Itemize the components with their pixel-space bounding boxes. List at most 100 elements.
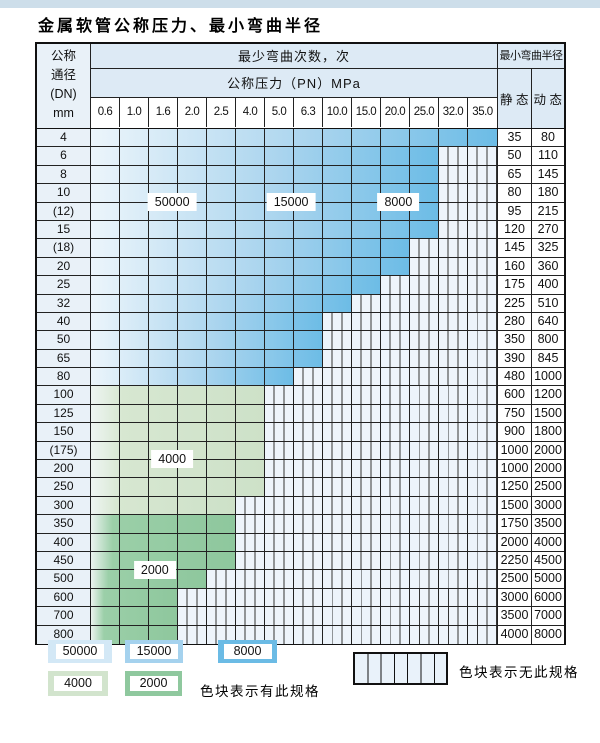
grid-cell bbox=[149, 220, 178, 239]
dynamic-radius-cell: 4000 bbox=[531, 533, 564, 551]
grid-cell bbox=[323, 312, 352, 331]
grid-cell bbox=[323, 441, 352, 460]
grid-cell bbox=[410, 165, 439, 184]
grid-cell bbox=[265, 220, 294, 239]
dynamic-radius-cell: 80 bbox=[531, 129, 564, 147]
grid-cell bbox=[323, 165, 352, 184]
dn-cell: 6 bbox=[37, 147, 91, 165]
grid-cell bbox=[468, 442, 497, 459]
grid-cell bbox=[468, 129, 497, 146]
spec-color-band bbox=[91, 276, 381, 294]
dynamic-radius-cell: 2000 bbox=[531, 441, 564, 460]
grid-cell bbox=[207, 184, 236, 202]
grid-cell bbox=[410, 404, 439, 423]
dynamic-radius-cell: 3500 bbox=[531, 515, 564, 533]
grid-cell bbox=[236, 625, 265, 644]
table-row: 450 2250 4500 bbox=[37, 551, 564, 571]
grid-cell bbox=[381, 165, 410, 184]
grid-cell bbox=[265, 551, 294, 570]
grid-cell bbox=[468, 589, 497, 606]
grid-cell bbox=[439, 202, 468, 220]
grid-cell bbox=[381, 202, 410, 220]
pressure-cells-area bbox=[91, 607, 497, 625]
grid-cell bbox=[439, 423, 468, 441]
grid-cell bbox=[410, 441, 439, 460]
grid-cell bbox=[381, 239, 410, 257]
grid-cell bbox=[149, 368, 178, 386]
grid-cell bbox=[439, 129, 468, 147]
grid-cell bbox=[265, 423, 294, 441]
dynamic-radius-cell: 3000 bbox=[531, 496, 564, 515]
table-row: 8 65 145 bbox=[37, 165, 564, 185]
grid-cell bbox=[352, 478, 381, 496]
table-row: 50 350 800 bbox=[37, 331, 564, 350]
grid-cell bbox=[323, 276, 352, 294]
grid-cell bbox=[265, 404, 294, 423]
grid-cell bbox=[207, 129, 236, 147]
grid-cell bbox=[468, 258, 497, 275]
grid-cell bbox=[410, 625, 439, 644]
grid-cell bbox=[410, 423, 439, 441]
grid-cell bbox=[323, 570, 352, 588]
grid-cell bbox=[178, 386, 207, 404]
dn-cell: 32 bbox=[37, 294, 91, 312]
dynamic-radius-cell: 6000 bbox=[531, 588, 564, 607]
grid-cell bbox=[294, 239, 323, 257]
static-radius-cell: 145 bbox=[497, 239, 531, 257]
table-row: 80 480 1000 bbox=[37, 368, 564, 387]
dynamic-radius-cell: 180 bbox=[531, 184, 564, 202]
grid-cell bbox=[439, 257, 468, 276]
grid-cell bbox=[120, 202, 149, 220]
grid-cell bbox=[381, 220, 410, 239]
grid-cell bbox=[381, 625, 410, 644]
no-spec-hatch-band bbox=[265, 404, 497, 423]
grid-cell bbox=[439, 478, 468, 496]
table-body: 4 35 80 6 50 110 8 65 145 10 80 180 (12) 95 215 15 120 27… bbox=[37, 129, 564, 644]
grid-cell bbox=[91, 570, 120, 588]
grid-cell bbox=[91, 441, 120, 460]
grid-cell bbox=[294, 220, 323, 239]
pressure-cells-area bbox=[91, 588, 497, 607]
grid-cell bbox=[149, 276, 178, 294]
grid-cell bbox=[236, 478, 265, 496]
grid-cell bbox=[178, 460, 207, 478]
grid-cell bbox=[91, 165, 120, 184]
grid-cell bbox=[207, 276, 236, 294]
spec-color-band bbox=[91, 515, 236, 533]
dn-cell: 80 bbox=[37, 368, 91, 386]
grid-cell bbox=[178, 202, 207, 220]
pressure-columns-row: 0.6 1.0 1.6 2.0 2.5 4.0 5.0 6.3 10.0 15.0 20.0 25.0… bbox=[91, 98, 497, 127]
dn-header-line: 通径 bbox=[50, 68, 76, 82]
grid-cell bbox=[410, 496, 439, 515]
table-row: 32 225 510 bbox=[37, 294, 564, 313]
spec-color-band bbox=[91, 625, 178, 644]
grid-cell bbox=[439, 349, 468, 368]
static-header: 静 态 bbox=[498, 69, 532, 128]
grid-cell bbox=[207, 570, 236, 588]
pressure-column-header: 20.0 bbox=[381, 98, 410, 127]
table-row: 15 120 270 bbox=[37, 220, 564, 240]
spec-color-band bbox=[91, 257, 410, 276]
grid-cell bbox=[352, 129, 381, 147]
bend-cycles-zone-label: 2000 bbox=[133, 560, 176, 579]
grid-cell bbox=[120, 404, 149, 423]
grid-cell bbox=[294, 276, 323, 294]
spec-color-band bbox=[91, 165, 439, 184]
grid-cell bbox=[120, 441, 149, 460]
table-row: 65 390 845 bbox=[37, 349, 564, 369]
grid-cell bbox=[323, 294, 352, 312]
static-radius-cell: 1500 bbox=[497, 496, 531, 515]
pressure-cells-area bbox=[91, 129, 497, 147]
spec-color-band bbox=[91, 496, 236, 515]
dynamic-radius-cell: 145 bbox=[531, 165, 564, 184]
grid-cell bbox=[120, 147, 149, 165]
grid-cell bbox=[236, 129, 265, 147]
bend-cycles-zone-label: 4000 bbox=[151, 450, 194, 469]
dynamic-radius-cell: 270 bbox=[531, 220, 564, 239]
static-radius-cell: 95 bbox=[497, 202, 531, 220]
grid-cell bbox=[91, 239, 120, 257]
table-row: 6 50 110 bbox=[37, 147, 564, 166]
grid-cell bbox=[236, 588, 265, 607]
static-radius-cell: 350 bbox=[497, 331, 531, 349]
no-spec-hatch-band bbox=[178, 607, 497, 625]
